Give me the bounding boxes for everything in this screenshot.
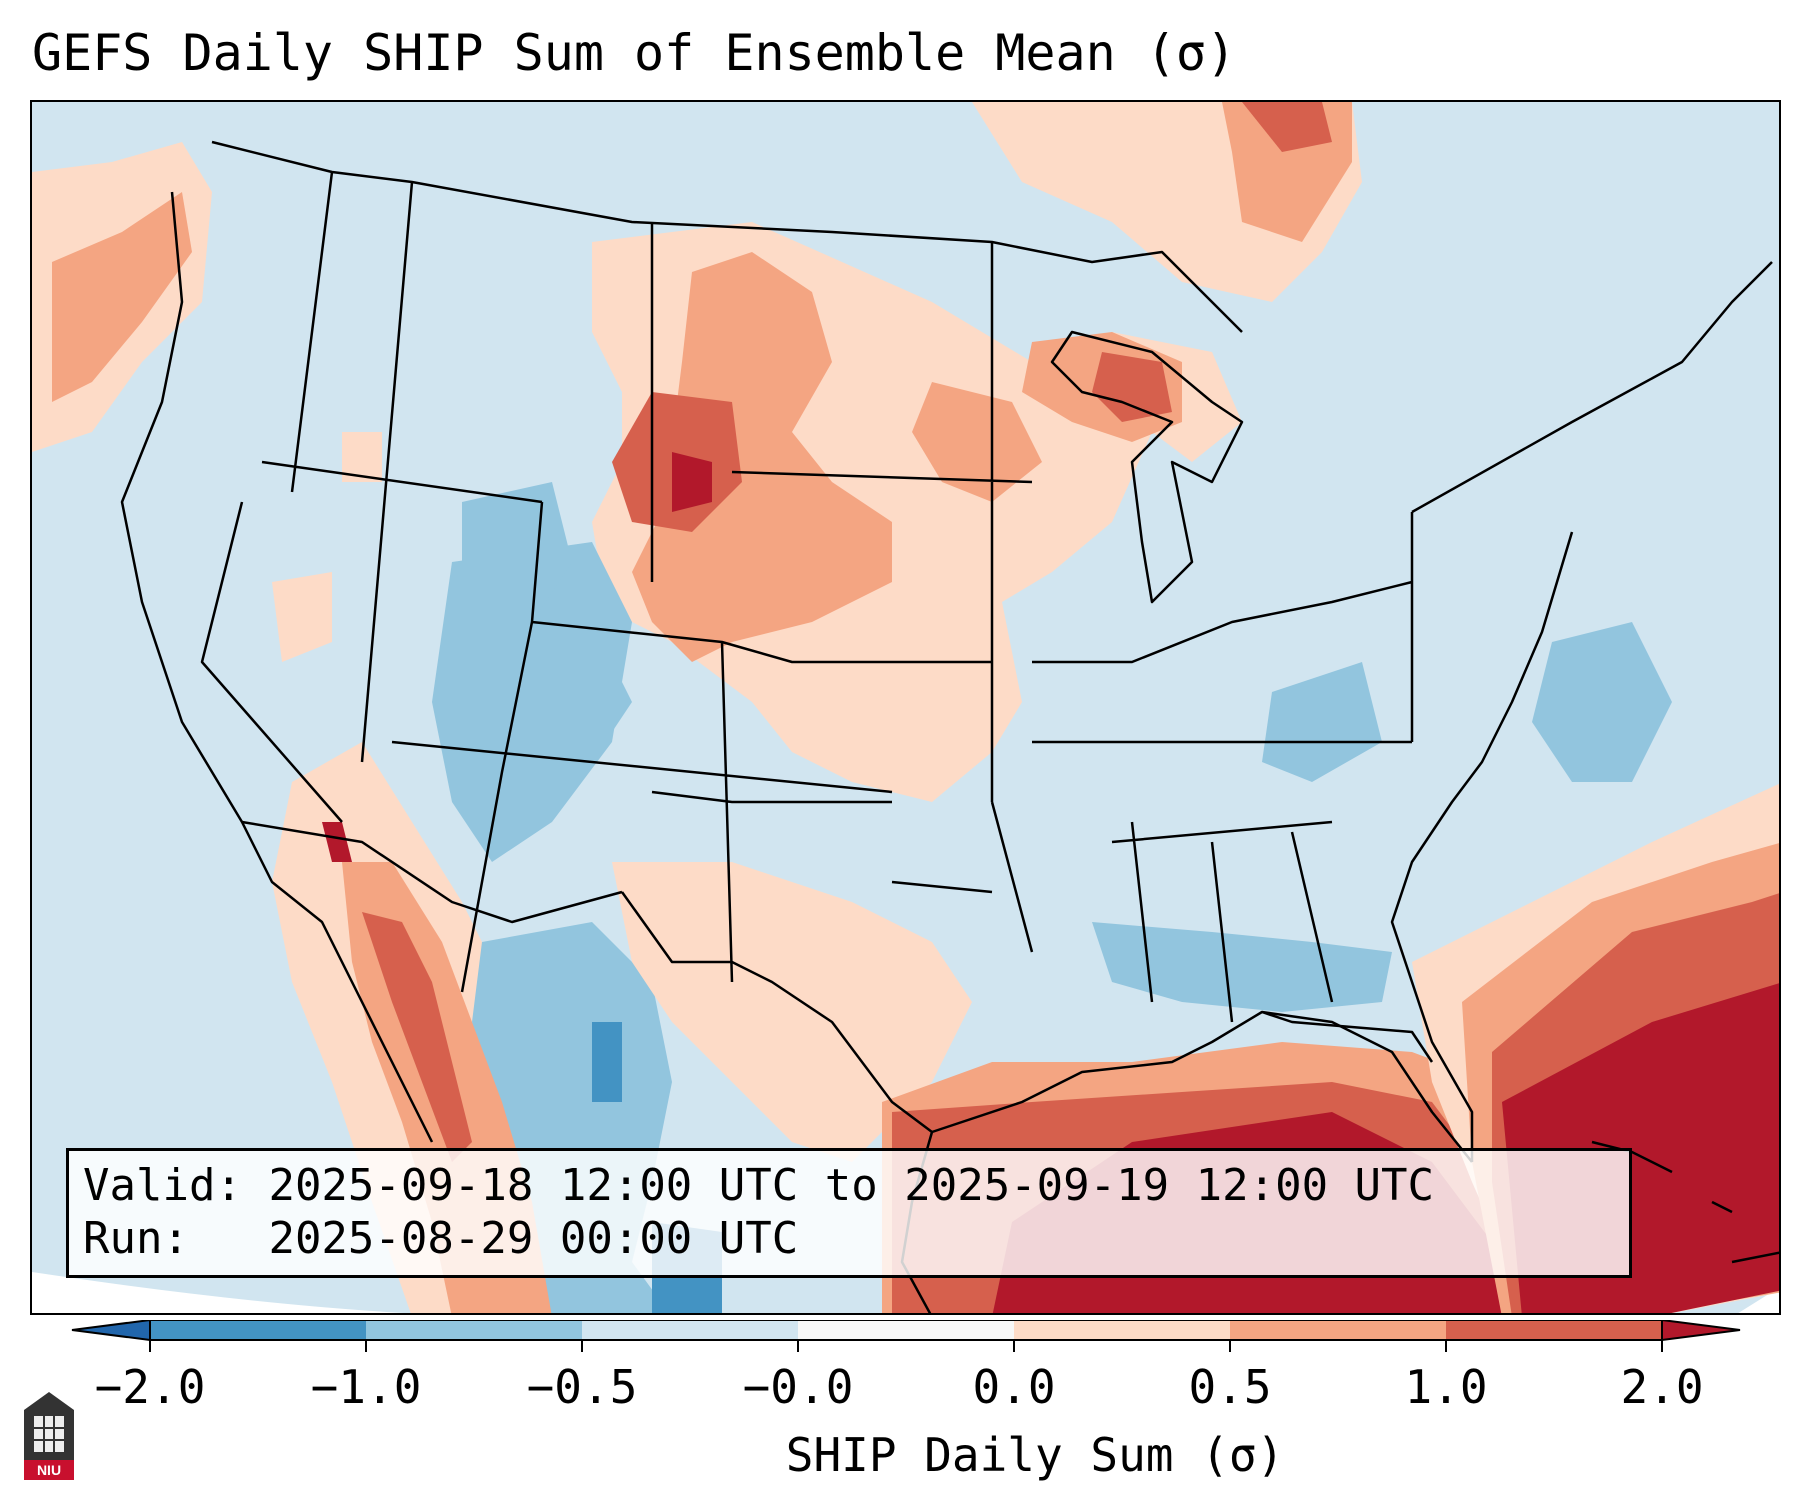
colorbar-tick-label: −2.0 <box>94 1360 206 1414</box>
colorbar-extend-high <box>1661 1320 1741 1342</box>
west-coast <box>120 191 434 1143</box>
colorbar-bin-0 <box>150 1320 366 1340</box>
mex-border <box>241 820 623 924</box>
valid-label: Valid: <box>83 1160 242 1211</box>
colorbar-bin-2 <box>582 1320 798 1340</box>
florida <box>1261 1010 1434 1063</box>
colorbar-bin-6 <box>1446 1320 1662 1340</box>
map-title: GEFS Daily SHIP Sum of Ensemble Mean (σ) <box>32 24 1237 82</box>
run-label: Run: <box>83 1213 189 1264</box>
east-coast <box>1411 261 1773 514</box>
run-value: 2025-08-29 00:00 UTC <box>268 1213 799 1264</box>
colorbar-tick-label: 2.0 <box>1620 1360 1704 1414</box>
colorbar-extend-low <box>71 1320 151 1342</box>
projection-edge <box>32 1272 405 1313</box>
colorbar-title: SHIP Daily Sum (σ) <box>785 1428 1285 1482</box>
us-canada-border <box>211 140 1243 333</box>
valid-run-box: Valid: 2025-09-18 12:00 UTC to 2025-09-1… <box>66 1148 1632 1278</box>
colorbar-tick-label: 0.5 <box>1188 1360 1272 1414</box>
colorbar-tick-label: −0.5 <box>526 1360 638 1414</box>
texas-border <box>620 891 933 1133</box>
great-lakes-outline <box>1050 330 1244 604</box>
interior-states <box>200 171 1414 1023</box>
valid-value: 2025-09-18 12:00 UTC to 2025-09-19 12:00… <box>268 1160 1435 1211</box>
colorbar-tick-label: −0.0 <box>742 1360 854 1414</box>
colorbar <box>71 1320 1741 1352</box>
colorbar-bin-4 <box>1014 1320 1230 1340</box>
run-row: Run: 2025-08-29 00:00 UTC <box>83 1212 1615 1265</box>
map-canvas <box>32 102 1779 1313</box>
colorbar-tick-label: 0.0 <box>972 1360 1056 1414</box>
anomaly-field <box>32 102 1779 1313</box>
niu-logo-text: NIU <box>36 1462 62 1478</box>
map-panel <box>30 100 1781 1315</box>
state-borders <box>120 140 1773 1313</box>
projection-edge-right <box>1738 1290 1779 1313</box>
niu-logo <box>24 1392 74 1480</box>
colorbar-tick-label: −1.0 <box>310 1360 422 1414</box>
colorbar-bin-3 <box>798 1320 1014 1340</box>
valid-row: Valid: 2025-09-18 12:00 UTC to 2025-09-1… <box>83 1159 1615 1212</box>
colorbar-bin-5 <box>1230 1320 1446 1340</box>
colorbar-tick-label: 1.0 <box>1404 1360 1488 1414</box>
islands <box>1591 1140 1779 1264</box>
colorbar-bin-1 <box>366 1320 582 1340</box>
atlantic-coast <box>1390 531 1574 1162</box>
